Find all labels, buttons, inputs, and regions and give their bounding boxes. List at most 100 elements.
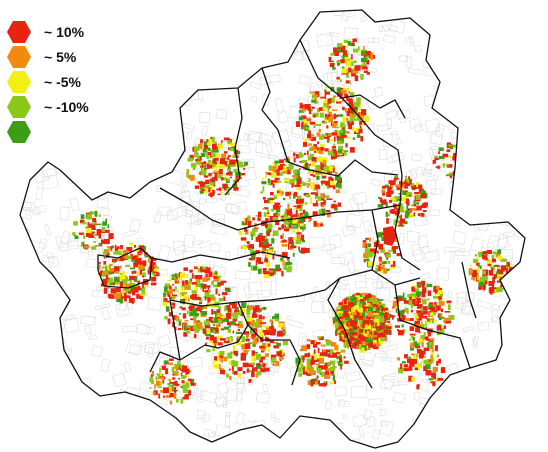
change-parcel [235,155,239,158]
change-parcel [158,373,164,379]
parcel [215,108,228,120]
change-parcel [360,310,366,313]
parcel [210,14,225,25]
change-parcel [296,204,302,209]
change-parcel [341,325,345,330]
change-parcel [208,193,215,197]
change-parcel [80,214,85,220]
change-parcel [354,75,359,82]
parcel [379,419,394,436]
change-parcel [265,223,268,229]
change-parcel [218,282,224,286]
change-parcel [187,378,192,382]
change-parcel [415,291,422,296]
change-parcel [196,322,203,327]
parcel [68,166,84,175]
change-parcel [386,325,391,329]
parcel [408,35,415,47]
change-parcel [223,340,230,344]
change-parcel [308,219,311,223]
change-parcel [281,327,285,330]
parcel [494,444,501,448]
parcel [156,78,168,89]
change-parcel [285,191,291,197]
change-parcel [336,140,343,145]
change-parcel [228,360,233,365]
change-parcel [492,277,495,284]
change-parcel [211,136,215,143]
change-parcel [420,321,423,325]
change-parcel [72,232,75,236]
change-parcel [315,193,319,198]
change-parcel [186,330,191,334]
change-parcel [336,101,342,104]
change-parcel [238,230,243,236]
parcel [492,237,511,251]
change-parcel [483,251,488,254]
parcel [525,375,540,380]
change-parcel [138,293,145,296]
change-parcel [381,307,384,311]
change-parcel [358,343,362,350]
change-parcel [209,335,214,341]
change-parcel [372,328,376,331]
change-parcel [408,194,411,197]
change-parcel [232,345,236,351]
change-parcel [174,380,178,387]
change-parcel [327,133,333,136]
change-parcel [385,211,388,218]
parcel [230,200,248,215]
change-parcel [373,337,380,342]
change-parcel [234,310,240,314]
change-parcel [167,383,171,385]
change-parcel [211,309,213,315]
change-parcel [288,266,291,269]
change-parcel [331,342,337,347]
change-parcel [396,297,402,301]
parcel [44,288,56,299]
change-parcel [446,300,452,304]
change-parcel [192,308,197,314]
change-parcel [175,316,180,321]
change-parcel [231,370,235,374]
change-parcel [98,243,103,247]
parcel [197,218,205,225]
change-parcel [332,374,336,381]
parcel [61,435,69,445]
change-parcel [478,284,482,290]
change-parcel [281,271,284,277]
change-parcel [404,214,409,219]
change-parcel [365,50,371,56]
change-parcel [296,184,302,191]
change-parcel [240,353,247,357]
change-parcel [372,296,375,300]
change-parcel [305,127,310,130]
change-parcel [251,355,256,362]
change-parcel [326,125,329,129]
change-parcel [108,269,113,275]
change-parcel [129,242,134,246]
parcel [167,19,175,29]
change-parcel [162,379,165,384]
change-parcel [248,244,254,249]
change-parcel [384,184,389,189]
change-parcel [267,260,270,262]
parcel [239,10,246,14]
parcel [496,24,514,39]
change-parcel [137,285,141,291]
change-parcel [252,329,255,336]
change-parcel [229,147,235,151]
change-parcel [120,245,123,250]
change-parcel [344,93,348,99]
change-parcel [372,316,377,320]
change-parcel [307,155,313,161]
parcel [452,192,466,202]
change-parcel [344,88,350,91]
change-parcel [165,395,172,398]
change-parcel [271,172,277,178]
change-parcel [256,257,262,263]
district-line [97,247,153,289]
change-parcel [152,258,157,261]
parcel [433,437,444,448]
parcel [238,145,251,154]
